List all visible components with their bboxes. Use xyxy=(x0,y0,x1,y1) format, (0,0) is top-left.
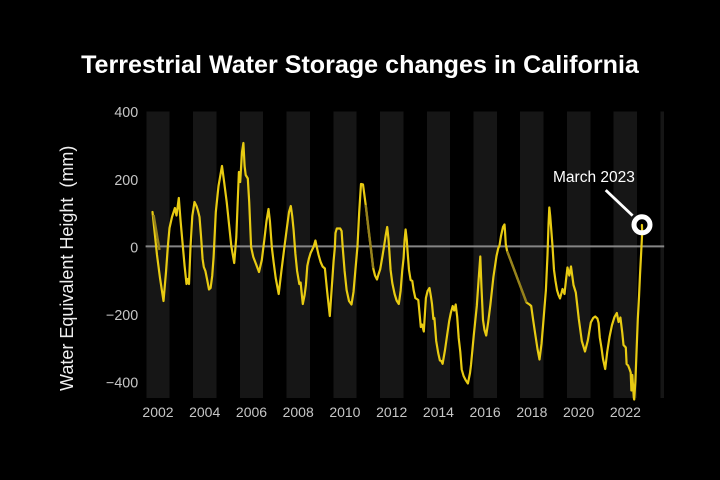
svg-text:2002: 2002 xyxy=(142,404,173,420)
svg-text:2014: 2014 xyxy=(423,404,454,420)
svg-text:2008: 2008 xyxy=(283,404,314,420)
svg-text:2010: 2010 xyxy=(329,404,360,420)
svg-text:2018: 2018 xyxy=(516,404,547,420)
svg-text:2016: 2016 xyxy=(470,404,501,420)
svg-text:2006: 2006 xyxy=(236,404,267,420)
svg-text:Terrestrial Water Storage chan: Terrestrial Water Storage changes in Cal… xyxy=(81,51,640,79)
svg-text:400: 400 xyxy=(114,105,138,121)
svg-text:200: 200 xyxy=(114,173,138,189)
svg-text:2012: 2012 xyxy=(376,404,407,420)
svg-text:2022: 2022 xyxy=(610,404,641,420)
svg-text:Water Equivalent Height (mm): Water Equivalent Height (mm) xyxy=(57,146,77,391)
svg-text:−400: −400 xyxy=(106,376,138,392)
svg-text:2020: 2020 xyxy=(563,404,594,420)
svg-text:March 2023: March 2023 xyxy=(553,169,635,186)
svg-text:−200: −200 xyxy=(106,308,138,324)
svg-text:2004: 2004 xyxy=(189,404,220,420)
svg-text:0: 0 xyxy=(130,240,138,256)
